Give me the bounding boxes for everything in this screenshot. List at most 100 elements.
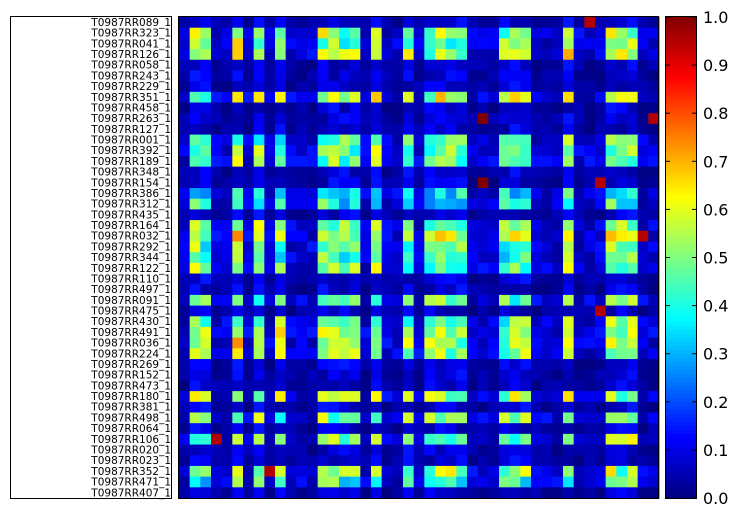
heatmap-cell [221,476,233,488]
heatmap-cell [221,380,233,392]
heatmap-cell [285,401,297,413]
heatmap-cell [275,284,287,296]
heatmap-cell [392,273,404,285]
heatmap-cell [253,348,265,360]
heatmap-cell [467,70,479,82]
colorbar-tick-label: 0.4 [703,297,728,316]
heatmap-cell [211,49,223,61]
heatmap-cell [275,27,287,39]
heatmap-cell [595,369,607,381]
heatmap-cell [467,241,479,253]
heatmap-cell [285,326,297,339]
heatmap-cell [243,284,255,296]
heatmap-cell [296,123,308,135]
heatmap-cell [637,316,649,328]
heatmap-cell [381,412,393,424]
heatmap-cell [584,134,596,146]
colorbar-segment [666,49,696,54]
heatmap-cell [285,487,297,499]
heatmap-cell [520,433,532,445]
colorbar-segment [666,357,696,363]
heatmap-cell [328,220,340,232]
heatmap-cell [499,433,511,445]
heatmap-cell [488,102,500,114]
heatmap-cell [509,444,521,456]
heatmap-cell [573,476,585,488]
heatmap-cell [435,262,447,274]
heatmap-cell [392,380,404,392]
heatmap-cell [413,262,425,274]
heatmap-cell [189,198,201,210]
heatmap-cell [627,230,639,242]
heatmap-cell [531,348,543,360]
heatmap-cell [541,305,553,317]
heatmap-cell [328,252,340,264]
heatmap-cell [189,220,201,232]
colorbar-segment [666,185,696,190]
heatmap-cell [563,241,575,253]
heatmap-cell [221,487,233,499]
heatmap-cell [456,359,468,371]
heatmap-cell [413,145,425,157]
heatmap-cell [552,252,564,264]
colorbar-segment [666,45,696,50]
heatmap-cell [584,177,596,189]
colorbar-segment [666,137,696,142]
heatmap-cell [637,123,649,135]
heatmap-cell [627,423,639,435]
heatmap-cell [285,38,297,50]
heatmap-cell [435,369,447,381]
heatmap-cell [296,305,308,317]
heatmap-cell [605,369,617,381]
heatmap-cell [509,316,521,328]
heatmap-cell [189,359,201,371]
heatmap-cell [563,326,575,339]
heatmap-cell [637,252,649,264]
heatmap-cell [392,81,404,93]
heatmap-cell [360,70,372,82]
heatmap-cell [232,198,244,210]
heatmap-cell [595,455,607,467]
heatmap-cell [360,337,372,349]
heatmap-cell [616,91,628,103]
heatmap-cell [456,444,468,456]
heatmap-cell [563,273,575,285]
heatmap-cell [360,91,372,103]
heatmap-cell [392,455,404,467]
heatmap-cell [563,487,575,499]
colorbar-segment [666,237,696,242]
heatmap-cell [307,230,319,242]
heatmap-cell [637,412,649,424]
heatmap-cell [253,91,265,103]
colorbar-segment [666,153,696,158]
heatmap-cell [499,412,511,424]
heatmap-cell [211,284,223,296]
heatmap-cell [467,487,479,499]
heatmap-cell [296,401,308,413]
heatmap-cell [317,188,329,200]
heatmap-cell [573,273,585,285]
heatmap-cell [221,305,233,317]
heatmap-cell [253,49,265,61]
heatmap-cell [648,465,660,478]
heatmap-cell [648,326,660,339]
heatmap-cell [189,166,201,178]
colorbar-segment [666,381,696,387]
heatmap-cell [339,262,351,274]
heatmap-cell [413,284,425,296]
heatmap-cell [275,487,287,499]
heatmap-cell [232,49,244,61]
heatmap-cell [637,284,649,296]
heatmap-cell [467,155,479,168]
row-label: T0987RR041_1 [90,38,171,50]
heatmap-cell [232,465,244,478]
heatmap-cell [541,444,553,456]
heatmap-cell [381,123,393,135]
heatmap-cell [179,27,191,39]
heatmap-cell [648,230,660,242]
heatmap-cell [573,380,585,392]
heatmap-cell [264,444,276,456]
heatmap-cell [328,198,340,210]
heatmap-cell [413,81,425,93]
heatmap-cell [509,155,521,168]
